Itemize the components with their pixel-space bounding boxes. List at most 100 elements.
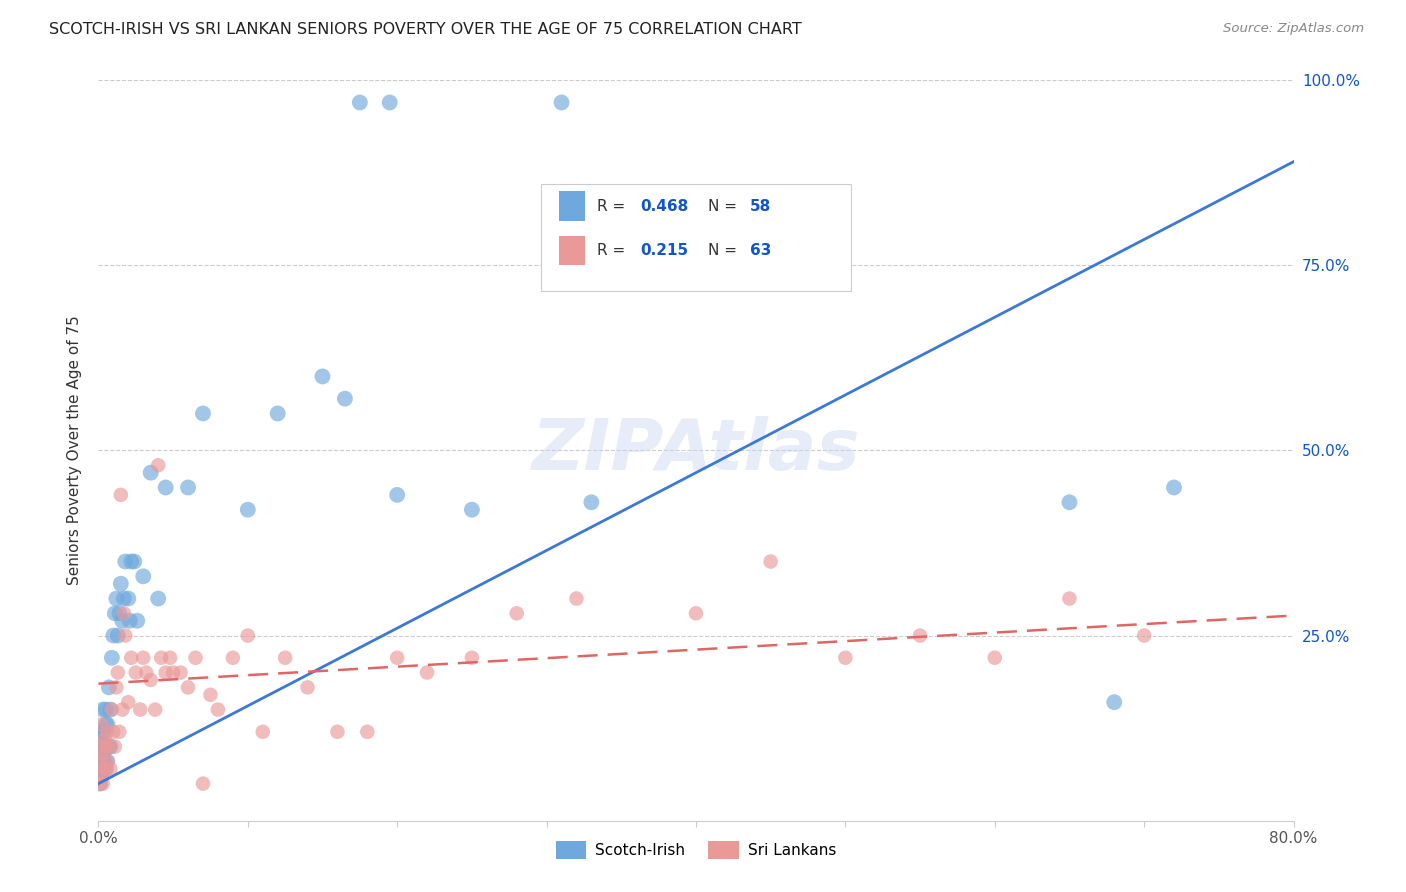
Point	[252, 724, 274, 739]
Point	[96, 717, 118, 731]
Point	[117, 695, 139, 709]
Point	[155, 665, 177, 680]
Point	[94, 762, 117, 776]
Point	[311, 369, 333, 384]
Point	[162, 665, 184, 680]
Point	[759, 555, 782, 569]
Point	[110, 488, 132, 502]
Point	[148, 458, 170, 473]
Point	[110, 576, 132, 591]
Point	[107, 628, 129, 642]
Point	[132, 650, 155, 665]
Point	[416, 665, 439, 680]
Point	[97, 739, 120, 754]
Point	[90, 739, 112, 754]
Bar	[558, 235, 585, 266]
Point	[135, 665, 157, 680]
Point	[91, 747, 114, 761]
FancyBboxPatch shape	[541, 184, 852, 292]
Point	[267, 407, 290, 421]
Point	[297, 681, 319, 695]
Text: ZIPAtlas: ZIPAtlas	[531, 416, 860, 485]
Point	[94, 739, 117, 754]
Text: 0.468: 0.468	[640, 199, 688, 214]
Point	[91, 724, 114, 739]
Point	[89, 776, 111, 791]
Point	[177, 681, 200, 695]
Point	[1059, 495, 1081, 509]
Point	[150, 650, 173, 665]
Text: 58: 58	[749, 199, 770, 214]
Point	[132, 569, 155, 583]
Point	[117, 591, 139, 606]
Point	[118, 614, 141, 628]
Point	[349, 95, 371, 110]
Point	[94, 703, 117, 717]
Point	[191, 407, 214, 421]
Point	[91, 703, 114, 717]
Point	[91, 762, 114, 776]
Point	[98, 739, 122, 754]
Point	[89, 739, 111, 754]
Point	[90, 739, 112, 754]
Point	[93, 732, 115, 747]
Point	[93, 724, 115, 739]
Point	[834, 650, 856, 665]
Point	[104, 739, 127, 754]
Point	[103, 628, 125, 642]
Point	[98, 703, 122, 717]
Point	[222, 650, 245, 665]
Point	[111, 614, 134, 628]
Text: 0.215: 0.215	[640, 243, 688, 258]
Point	[90, 755, 112, 769]
Point	[96, 724, 118, 739]
Point	[105, 681, 128, 695]
Point	[685, 607, 707, 621]
Point	[112, 607, 135, 621]
Point	[112, 591, 135, 606]
Point	[159, 650, 181, 665]
Point	[385, 488, 409, 502]
Point	[94, 762, 117, 776]
Point	[124, 555, 146, 569]
Point	[101, 650, 124, 665]
Point	[91, 776, 114, 791]
Point	[114, 555, 136, 569]
Point	[96, 755, 118, 769]
Point	[93, 755, 115, 769]
Point	[89, 755, 111, 769]
Point	[333, 392, 356, 406]
Point	[96, 755, 118, 769]
Point	[101, 703, 124, 717]
Text: 63: 63	[749, 243, 770, 258]
Point	[184, 650, 207, 665]
Point	[93, 739, 115, 754]
Point	[125, 665, 148, 680]
Point	[565, 591, 588, 606]
Point	[107, 665, 129, 680]
Point	[90, 724, 112, 739]
Bar	[558, 191, 585, 221]
Point	[139, 466, 162, 480]
Point	[326, 724, 349, 739]
Point	[155, 480, 177, 494]
Text: R =: R =	[596, 243, 630, 258]
Point	[108, 607, 131, 621]
Point	[148, 591, 170, 606]
Point	[236, 502, 259, 516]
Point	[98, 762, 122, 776]
Point	[89, 762, 111, 776]
Point	[191, 776, 214, 791]
Point	[908, 628, 931, 642]
Point	[236, 628, 259, 642]
Point	[461, 650, 484, 665]
Point	[461, 502, 484, 516]
Point	[90, 769, 112, 783]
Point	[93, 762, 115, 776]
Point	[1163, 480, 1185, 494]
Point	[169, 665, 191, 680]
Point	[105, 591, 128, 606]
Point	[108, 724, 131, 739]
Point	[114, 628, 136, 642]
Text: Source: ZipAtlas.com: Source: ZipAtlas.com	[1223, 22, 1364, 36]
